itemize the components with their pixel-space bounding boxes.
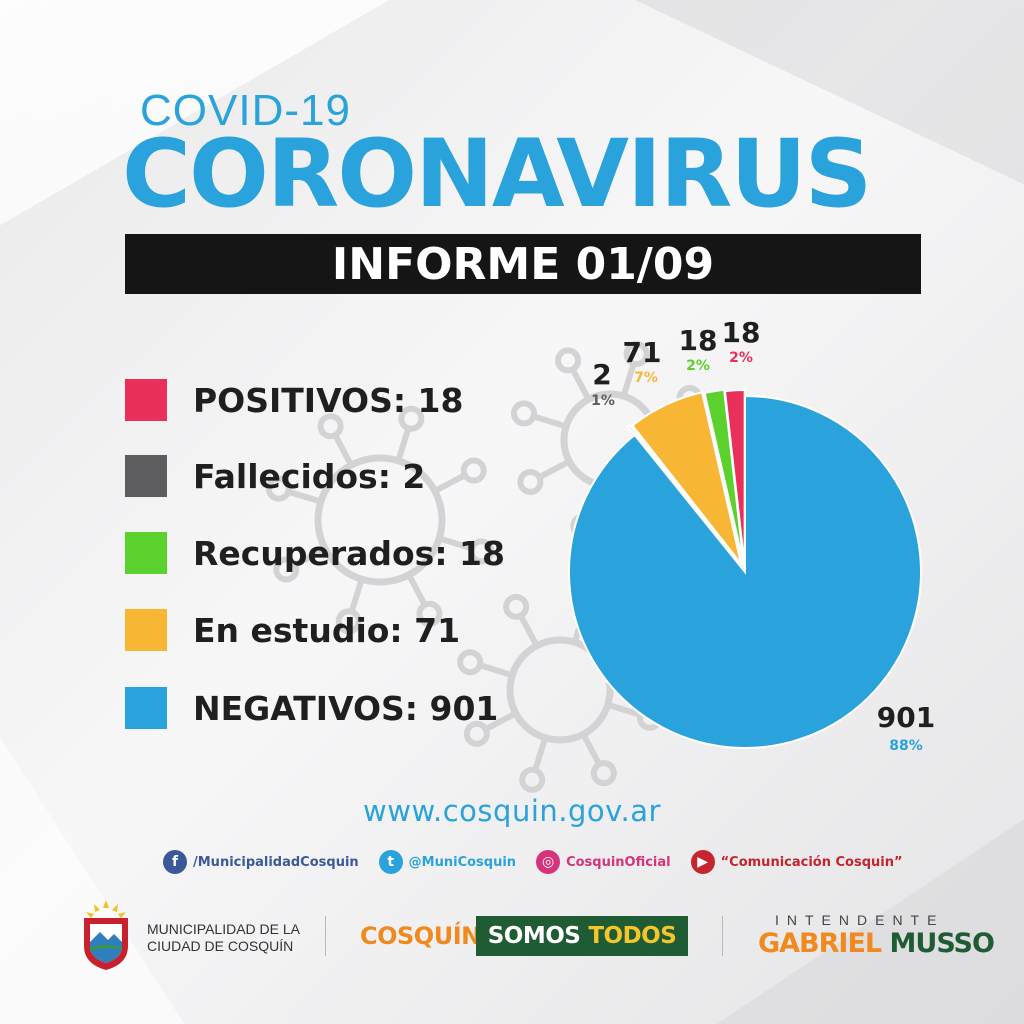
pie-value-label: 901 <box>877 701 935 734</box>
virus-spike <box>620 362 637 397</box>
legend-swatch <box>125 687 167 729</box>
virus-spike <box>433 472 467 494</box>
report-date: INFORME 01/09 <box>331 238 715 290</box>
legend-label: NEGATIVOS: 901 <box>193 688 499 728</box>
virus-spike <box>532 413 567 430</box>
facebook-link[interactable]: /MunicipalidadCosquin <box>193 854 359 870</box>
virus-spike-tip <box>398 405 425 432</box>
social-links: f /MunicipalidadCosquin t @MuniCosquin ◎… <box>163 850 917 874</box>
legend-label: Recuperados: 18 <box>193 533 505 573</box>
municipality-name: MUNICIPALIDAD DE LA CIUDAD DE COSQUÍN <box>147 921 300 955</box>
legend-label: Fallecidos: 2 <box>193 456 426 496</box>
virus-spike <box>606 701 642 718</box>
pie-slice-en-estudio <box>631 391 743 565</box>
virus-spike-tip <box>335 608 362 635</box>
municipality-line: CIUDAD DE COSQUÍN <box>147 938 294 954</box>
virus-spike-tip <box>590 760 617 787</box>
virus-spike <box>580 732 602 766</box>
virus-spike-tip <box>273 556 300 583</box>
virus-spike-tip <box>457 649 484 676</box>
virus-spike-tip <box>623 341 650 368</box>
virus-spike-tip <box>511 400 538 427</box>
campaign-somos-todos: SOMOS TODOS <box>476 916 688 956</box>
virus-spike <box>478 662 514 679</box>
mayor-last-name: MUSSO <box>889 928 995 959</box>
page-title: CORONAVIRUS <box>122 120 872 229</box>
virus-spike <box>406 573 428 607</box>
legend-item-en-estudio: En estudio: 71 <box>125 608 460 652</box>
municipality-line: MUNICIPALIDAD DE LA <box>147 921 300 937</box>
virus-spike <box>484 710 518 732</box>
twitter-icon[interactable]: t <box>378 850 403 874</box>
instagram-link[interactable]: CosquinOficial <box>566 854 671 870</box>
pie-percent-label: 7% <box>634 370 658 386</box>
virus-spike <box>332 433 354 467</box>
legend-item-positivos: POSITIVOS: 18 <box>125 378 463 422</box>
virus-spike <box>570 367 592 401</box>
divider <box>325 916 326 956</box>
pie-value-label: 2 <box>592 358 611 391</box>
campaign-todos: TODOS <box>588 923 677 949</box>
virus-spike <box>348 578 365 613</box>
pie-percent-label: 2% <box>729 350 753 366</box>
virus-spike-tip <box>503 593 530 620</box>
virus-spike-tip <box>265 475 292 502</box>
virus-spike-tip <box>468 538 495 565</box>
legend-item-fallecidos: Fallecidos: 2 <box>125 454 425 498</box>
legend-swatch <box>125 609 167 651</box>
report-banner: INFORME 01/09 <box>125 234 921 294</box>
legend-swatch <box>125 532 167 574</box>
virus-spike <box>438 535 473 552</box>
campaign-cosquin: COSQUÍN <box>360 922 481 950</box>
pie-value-label: 18 <box>722 316 761 349</box>
virus-spike-tip <box>519 766 546 793</box>
campaign-somos: SOMOS <box>487 923 581 949</box>
legend-swatch <box>125 379 167 421</box>
virus-spike <box>532 736 549 772</box>
legend-label: En estudio: 71 <box>193 610 461 650</box>
mayor-title: INTENDENTE <box>775 912 945 928</box>
website-link[interactable]: www.cosquin.gov.ar <box>363 794 661 828</box>
virus-spike <box>518 614 540 648</box>
pie-value-label: 71 <box>623 336 662 369</box>
pie-value-label: 18 <box>679 324 718 357</box>
virus-spike-tip <box>460 457 487 484</box>
virus-spike <box>287 488 322 505</box>
mayor-name: GABRIEL MUSSO <box>758 928 995 959</box>
page-subtitle: COVID-19 <box>140 86 351 135</box>
pie-percent-label: 88% <box>889 738 923 754</box>
instagram-icon[interactable]: ◎ <box>536 850 561 874</box>
facebook-icon[interactable]: f <box>163 850 187 874</box>
virus-spike-tip <box>555 347 582 374</box>
legend-item-negativos: NEGATIVOS: 901 <box>125 686 498 730</box>
virus-spike-tip <box>463 720 490 747</box>
virus-spike-tip <box>517 468 544 495</box>
legend-swatch <box>125 455 167 497</box>
virus-spike <box>395 427 412 462</box>
twitter-link[interactable]: @MuniCosquin <box>408 854 517 870</box>
virus-spike <box>293 546 327 568</box>
virus-spike-tip <box>317 413 344 440</box>
pie-percent-label: 1% <box>591 393 615 409</box>
pie-slice-negativos <box>568 394 922 749</box>
divider <box>722 916 723 956</box>
pie-percent-label: 2% <box>686 358 710 374</box>
municipality-crest-icon <box>84 900 128 970</box>
legend-label: POSITIVOS: 18 <box>193 380 464 420</box>
virus-spike <box>537 458 571 480</box>
legend-item-recuperados: Recuperados: 18 <box>125 531 505 575</box>
youtube-link[interactable]: “Comunicación Cosquin” <box>720 854 903 870</box>
pie-slice-recuperados <box>703 388 745 565</box>
virus-spike-tip <box>416 600 443 627</box>
mayor-first-name: GABRIEL <box>758 928 882 959</box>
youtube-icon[interactable]: ▶ <box>690 850 715 874</box>
